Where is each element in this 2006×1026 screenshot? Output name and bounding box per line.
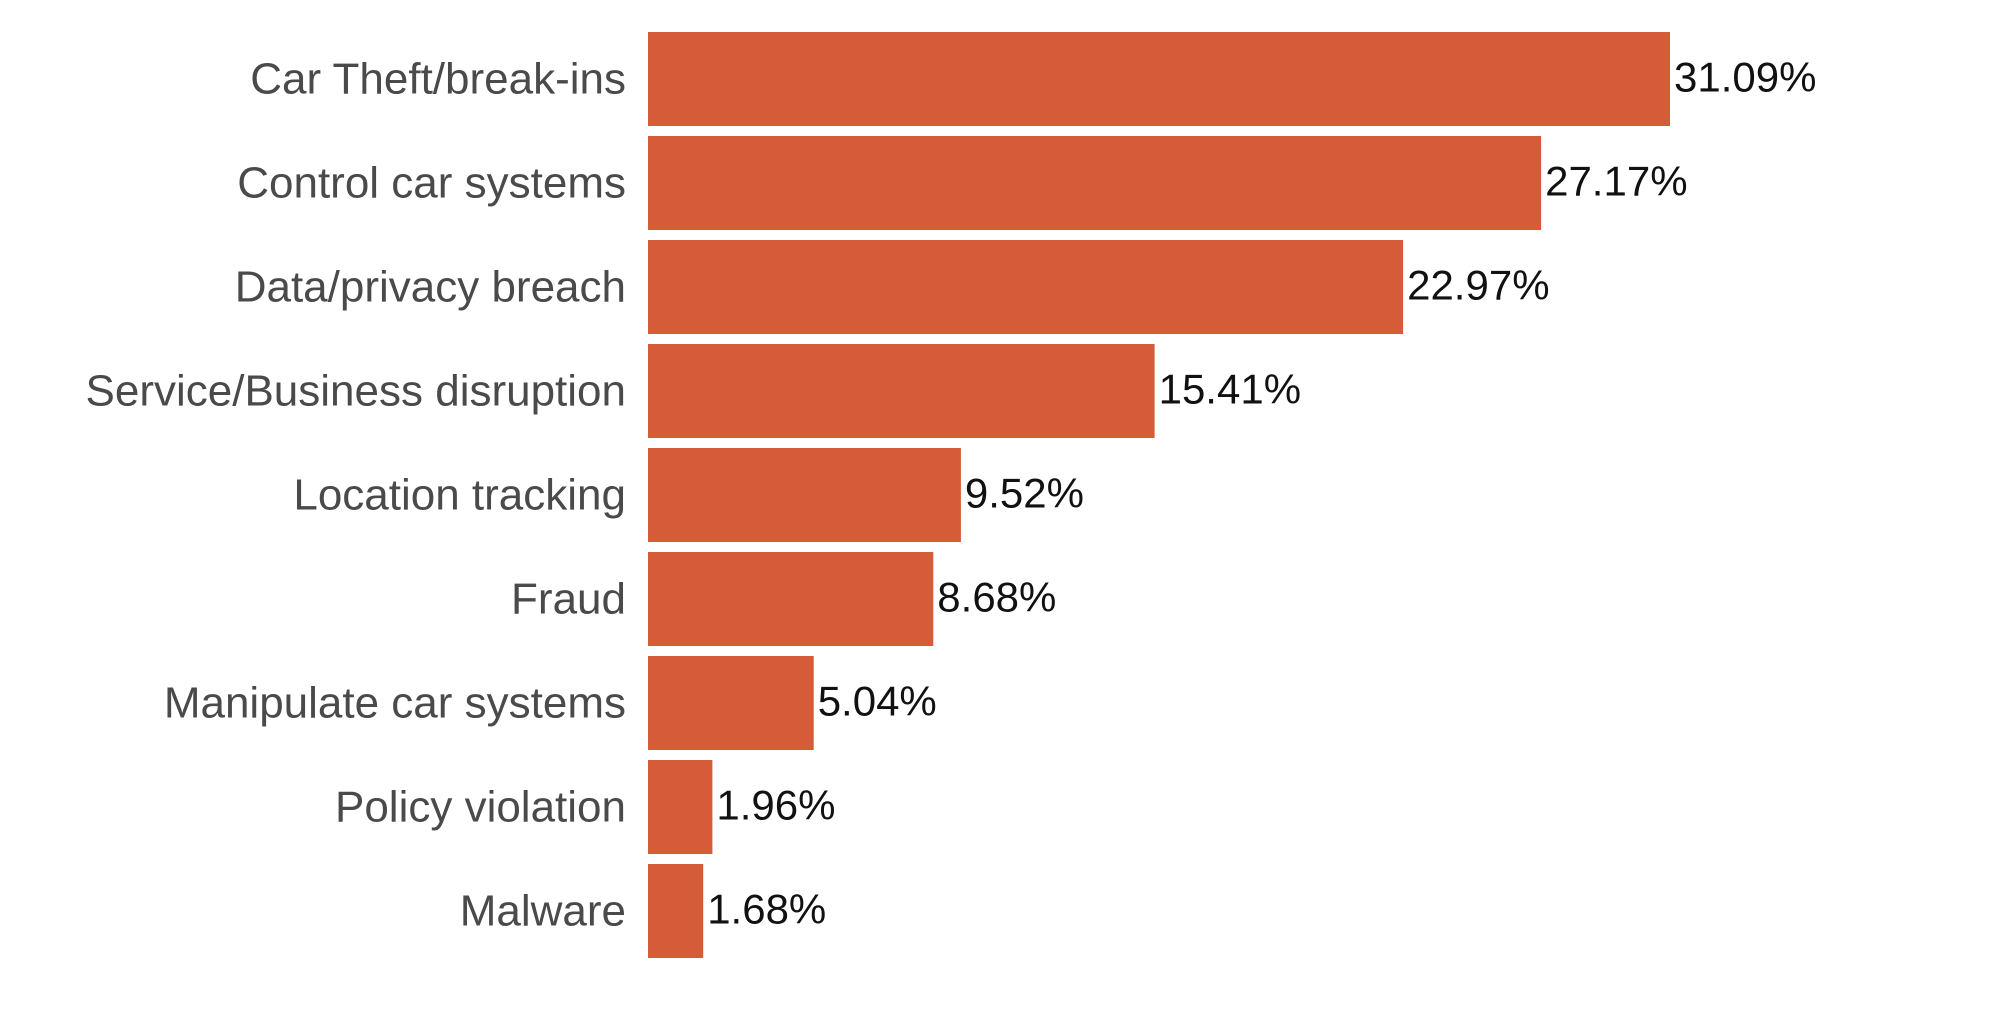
category-label: Control car systems <box>237 159 626 208</box>
bar <box>648 760 713 854</box>
bar <box>648 656 814 750</box>
bar <box>648 240 1404 334</box>
value-label: 22.97% <box>1407 262 1549 309</box>
bars-group <box>648 32 1670 958</box>
bar <box>648 552 934 646</box>
category-labels-group: Car Theft/break-ins Control car systems Da… <box>86 55 626 936</box>
category-label: Data/privacy breach <box>235 263 626 312</box>
category-label: Manipulate car systems <box>164 679 626 728</box>
value-label: 9.52% <box>965 470 1084 517</box>
category-label: Car Theft/break-ins <box>250 55 626 104</box>
category-label: Policy violation <box>335 783 626 832</box>
category-label: Fraud <box>511 575 626 624</box>
bar <box>648 136 1542 230</box>
category-label: Location tracking <box>293 471 626 520</box>
bar <box>648 864 704 958</box>
value-label: 8.68% <box>937 574 1056 621</box>
value-label: 5.04% <box>818 678 937 725</box>
value-label: 1.96% <box>716 782 835 829</box>
category-label: Malware <box>460 887 626 936</box>
value-labels-group: 31.09% 27.17% 22.97% 15.41% 9.52% 8.68% 5.04% 1… <box>707 54 1816 933</box>
value-label: 1.68% <box>707 886 826 933</box>
bar <box>648 448 961 542</box>
category-label: Service/Business disruption <box>86 367 626 416</box>
value-label: 31.09% <box>1674 54 1816 101</box>
bar <box>648 32 1670 126</box>
value-label: 27.17% <box>1545 158 1687 205</box>
bar <box>648 344 1155 438</box>
value-label: 15.41% <box>1159 366 1301 413</box>
